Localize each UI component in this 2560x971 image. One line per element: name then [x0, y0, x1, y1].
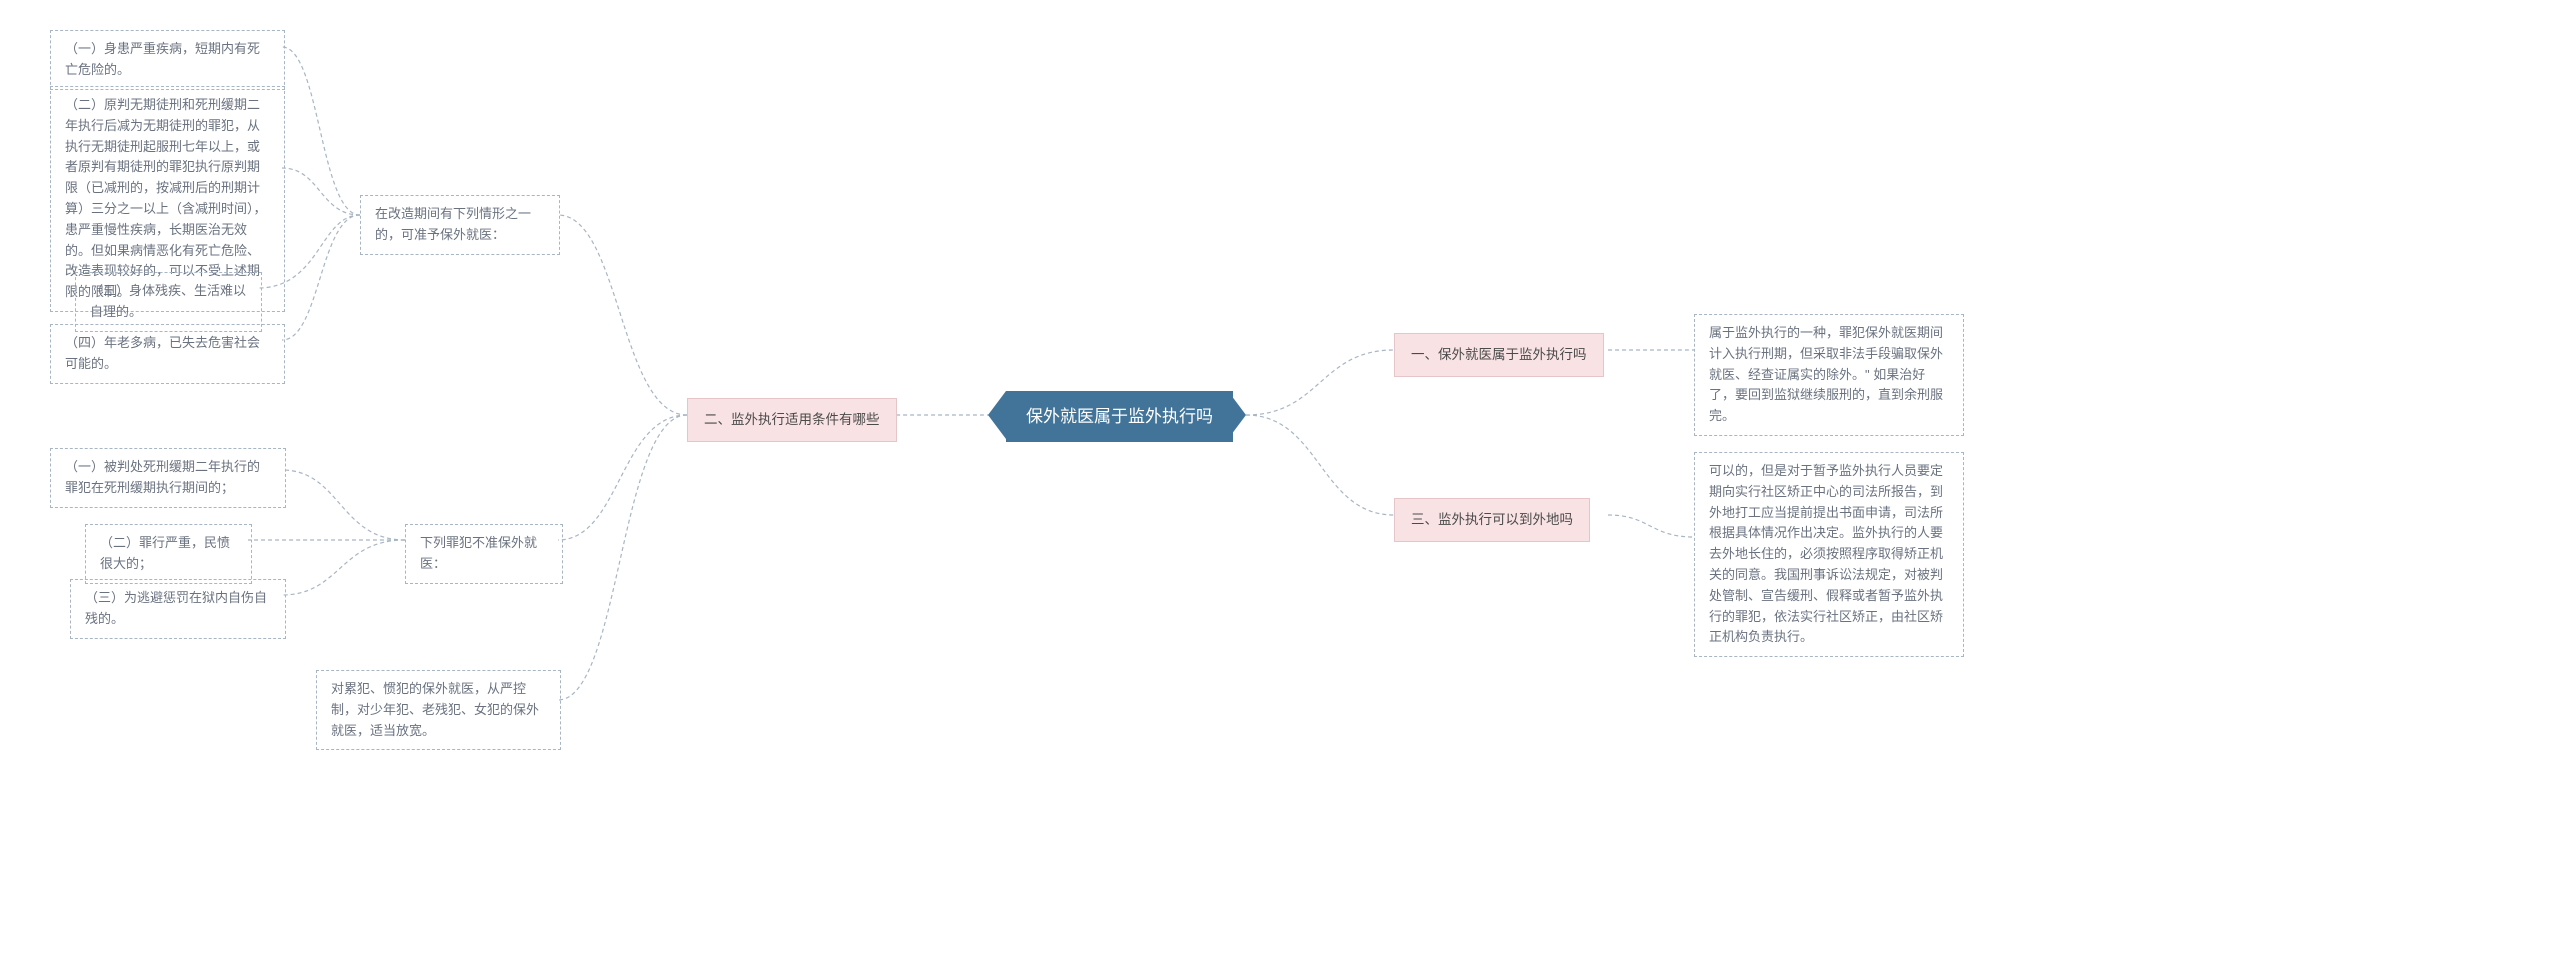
left-group-1-item-1: （一）身患严重疾病，短期内有死亡危险的。: [50, 30, 285, 90]
branch-right-1: 一、保外就医属于监外执行吗: [1394, 333, 1604, 377]
left-group-2-item-3: （三）为逃避惩罚在狱内自伤自残的。: [70, 579, 286, 639]
leaf-right-2-1: 可以的，但是对于暂予监外执行人员要定期向实行社区矫正中心的司法所报告，到外地打工…: [1694, 452, 1964, 657]
left-group-1-item-4: （四）年老多病，已失去危害社会可能的。: [50, 324, 285, 384]
connectors: [0, 0, 2560, 971]
root-node: 保外就医属于监外执行吗: [1006, 391, 1233, 442]
left-group-2-item-2: （二）罪行严重，民愤很大的；: [85, 524, 252, 584]
left-group-3: 对累犯、惯犯的保外就医，从严控制，对少年犯、老残犯、女犯的保外就医，适当放宽。: [316, 670, 561, 750]
left-group-1-item-3: （三）身体残疾、生活难以自理的。: [75, 272, 262, 332]
branch-right-2: 三、监外执行可以到外地吗: [1394, 498, 1590, 542]
root-left-cap: [988, 391, 1006, 439]
left-group-2-item-1: （一）被判处死刑缓期二年执行的罪犯在死刑缓期执行期间的；: [50, 448, 286, 508]
left-group-1: 在改造期间有下列情形之一的，可准予保外就医：: [360, 195, 560, 255]
leaf-right-1-1: 属于监外执行的一种，罪犯保外就医期间计入执行刑期，但采取非法手段骗取保外就医、经…: [1694, 314, 1964, 436]
branch-left: 二、监外执行适用条件有哪些: [687, 398, 897, 442]
left-group-2: 下列罪犯不准保外就医：: [405, 524, 563, 584]
